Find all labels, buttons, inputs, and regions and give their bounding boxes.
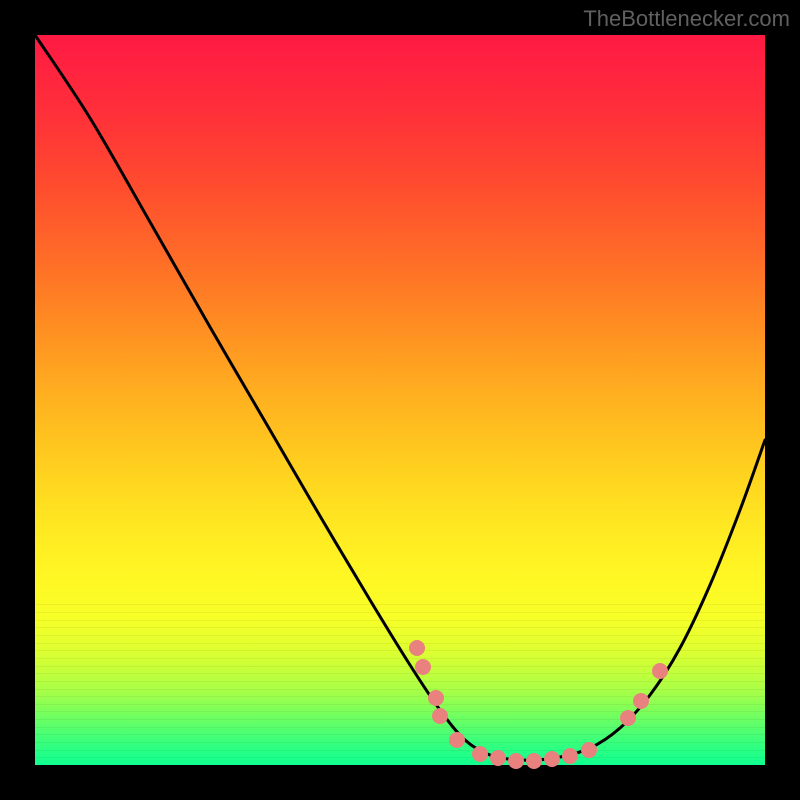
data-point-dot bbox=[415, 659, 431, 675]
watermark-text: TheBottlenecker.com bbox=[583, 6, 790, 32]
chart-stage: TheBottlenecker.com bbox=[0, 0, 800, 800]
bottleneck-curve bbox=[35, 35, 765, 760]
chart-svg bbox=[0, 0, 800, 800]
data-point-dot bbox=[620, 710, 636, 726]
data-point-dot bbox=[472, 746, 488, 762]
data-point-dot bbox=[652, 663, 668, 679]
data-point-dot bbox=[562, 748, 578, 764]
data-point-dot bbox=[428, 690, 444, 706]
data-point-dot bbox=[409, 640, 425, 656]
data-point-dot bbox=[581, 742, 597, 758]
data-point-dot bbox=[544, 751, 560, 767]
data-point-dot bbox=[490, 750, 506, 766]
data-point-dot bbox=[449, 732, 465, 748]
data-point-dot bbox=[633, 693, 649, 709]
data-point-dot bbox=[526, 753, 542, 769]
data-point-dot bbox=[508, 753, 524, 769]
data-point-dot bbox=[432, 708, 448, 724]
